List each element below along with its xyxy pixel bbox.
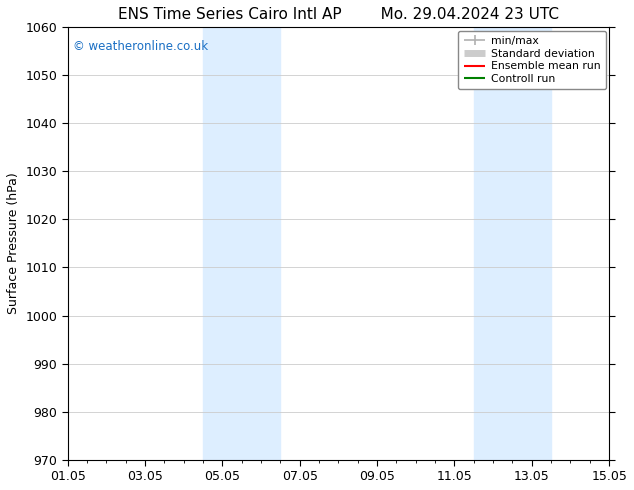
Y-axis label: Surface Pressure (hPa): Surface Pressure (hPa) (7, 172, 20, 314)
Legend: min/max, Standard deviation, Ensemble mean run, Controll run: min/max, Standard deviation, Ensemble me… (458, 30, 606, 90)
Text: © weatheronline.co.uk: © weatheronline.co.uk (73, 40, 209, 53)
Title: ENS Time Series Cairo Intl AP        Mo. 29.04.2024 23 UTC: ENS Time Series Cairo Intl AP Mo. 29.04.… (118, 7, 559, 22)
Bar (474, 27, 551, 460)
Bar (203, 27, 280, 460)
